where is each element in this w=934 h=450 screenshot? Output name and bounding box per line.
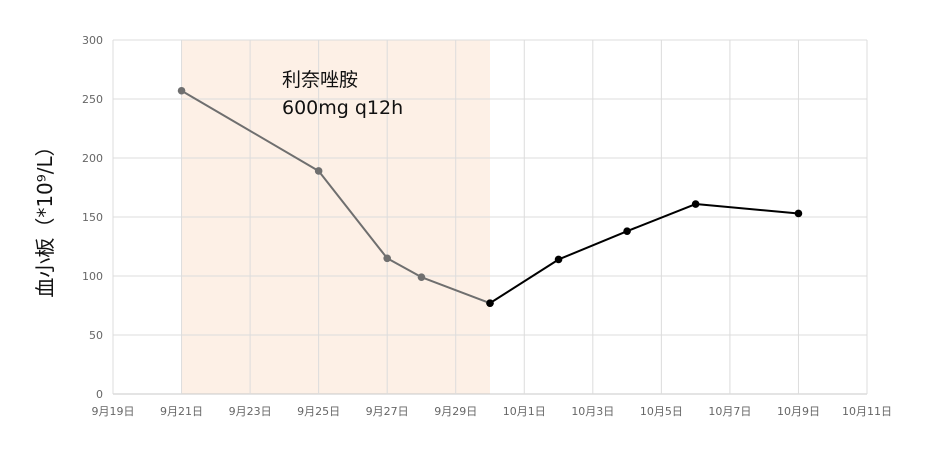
series-2-line (489, 203, 799, 304)
x-tick-label-11: 10月11日 (842, 405, 892, 418)
treatment-annotation-line-2: 600mg q12h (282, 97, 403, 119)
x-tick-label-9: 10月7日 (708, 405, 751, 418)
treatment-annotation-line-1: 利奈唑胺 (282, 69, 358, 91)
y-axis-label: 血小板（*10⁹/L） (33, 136, 57, 297)
series-2-point-2 (554, 255, 563, 264)
y-tick-label-0: 0 (96, 388, 103, 401)
series-1-point-4 (417, 273, 426, 281)
series-2-point-5 (794, 209, 803, 218)
x-tick-label-3: 9月25日 (297, 405, 340, 418)
x-tick-label-1: 9月21日 (160, 405, 203, 418)
y-tick-label-50: 50 (89, 329, 103, 342)
series-2-point-3 (623, 227, 631, 235)
series-1-point-3 (383, 254, 391, 263)
y-tick-label-250: 250 (82, 93, 103, 106)
x-tick-label-2: 9月23日 (229, 405, 272, 418)
y-tick-label-200: 200 (82, 152, 103, 165)
series-2-point-4 (691, 200, 700, 208)
y-tick-label-100: 100 (82, 270, 103, 283)
x-tick-label-4: 9月27日 (366, 405, 409, 418)
x-tick-label-0: 9月19日 (92, 405, 135, 418)
series-1-point-1 (177, 86, 186, 95)
x-tick-label-8: 10月5日 (640, 405, 683, 418)
x-tick-label-7: 10月3日 (571, 405, 614, 418)
series-1-point-2 (314, 167, 323, 175)
y-tick-label-300: 300 (82, 34, 103, 47)
x-tick-label-5: 9月29日 (434, 405, 477, 418)
x-tick-label-6: 10月1日 (503, 405, 546, 418)
series-2-point-1 (486, 299, 494, 307)
x-tick-label-10: 10月9日 (777, 405, 820, 418)
y-tick-label-150: 150 (82, 211, 103, 224)
